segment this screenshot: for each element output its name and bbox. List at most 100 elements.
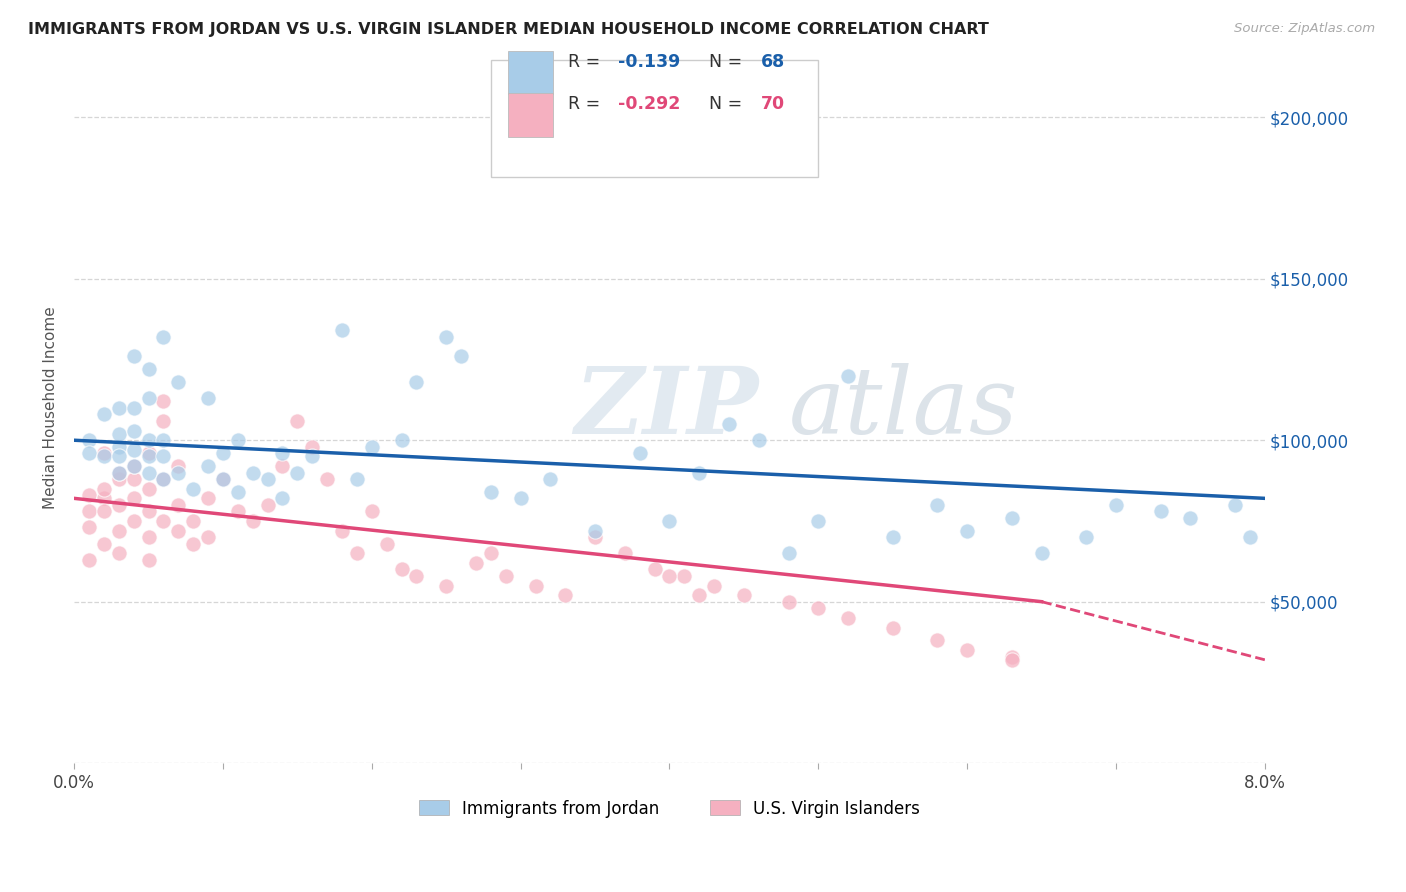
Point [226, 434, 249, 448]
Point [77, 520, 100, 534]
Point [181, 482, 204, 496]
Point [807, 601, 830, 615]
Point [77, 488, 100, 502]
Point [1239, 530, 1261, 544]
Point [197, 491, 219, 506]
Point [1001, 510, 1024, 524]
Point [434, 330, 457, 344]
Point [628, 446, 651, 460]
Text: IMMIGRANTS FROM JORDAN VS U.S. VIRGIN ISLANDER MEDIAN HOUSEHOLD INCOME CORRELATI: IMMIGRANTS FROM JORDAN VS U.S. VIRGIN IS… [28, 22, 988, 37]
Point [93, 482, 115, 496]
Point [271, 446, 294, 460]
Point [658, 514, 681, 528]
Point [778, 546, 800, 560]
Point [93, 446, 115, 460]
Point [93, 491, 115, 506]
Point [1001, 653, 1024, 667]
Point [152, 472, 174, 486]
Point [554, 588, 576, 602]
Point [927, 633, 949, 648]
Point [107, 450, 129, 464]
Point [360, 440, 382, 454]
Point [152, 472, 174, 486]
Point [77, 434, 100, 448]
Point [167, 524, 190, 538]
Y-axis label: Median Household Income: Median Household Income [44, 307, 58, 509]
Point [77, 504, 100, 518]
Point [138, 482, 160, 496]
Point [688, 466, 710, 480]
Text: 68: 68 [761, 53, 786, 70]
Point [688, 588, 710, 602]
Point [1105, 498, 1128, 512]
Point [107, 498, 129, 512]
Point [495, 569, 517, 583]
Point [152, 514, 174, 528]
Point [93, 450, 115, 464]
Point [956, 643, 979, 657]
Point [285, 414, 308, 428]
Point [391, 434, 413, 448]
Point [93, 408, 115, 422]
Legend: Immigrants from Jordan, U.S. Virgin Islanders: Immigrants from Jordan, U.S. Virgin Isla… [411, 791, 928, 826]
Text: N =: N = [709, 53, 748, 70]
Point [1223, 498, 1246, 512]
Point [107, 440, 129, 454]
Point [138, 434, 160, 448]
Point [748, 434, 770, 448]
FancyBboxPatch shape [491, 60, 818, 177]
Text: Source: ZipAtlas.com: Source: ZipAtlas.com [1234, 22, 1375, 36]
Point [152, 330, 174, 344]
Point [524, 578, 547, 592]
Point [212, 472, 235, 486]
Point [1001, 649, 1024, 664]
Point [285, 466, 308, 480]
Point [271, 491, 294, 506]
Point [181, 536, 204, 550]
Point [882, 620, 904, 634]
Point [212, 472, 235, 486]
Point [122, 472, 145, 486]
Point [167, 498, 190, 512]
FancyBboxPatch shape [508, 94, 553, 136]
Point [138, 446, 160, 460]
Text: 70: 70 [761, 95, 786, 113]
Point [405, 569, 427, 583]
Point [77, 446, 100, 460]
Point [138, 450, 160, 464]
Point [226, 484, 249, 499]
Point [956, 524, 979, 538]
Point [360, 504, 382, 518]
Point [122, 424, 145, 438]
Point [271, 458, 294, 473]
Point [122, 514, 145, 528]
Point [301, 440, 323, 454]
Text: R =: R = [568, 95, 606, 113]
Point [138, 391, 160, 405]
Point [703, 578, 725, 592]
Point [256, 472, 278, 486]
Point [316, 472, 339, 486]
Point [107, 546, 129, 560]
Text: R =: R = [568, 53, 606, 70]
Point [152, 450, 174, 464]
Point [405, 375, 427, 389]
Text: ZIP: ZIP [574, 363, 758, 453]
Point [658, 569, 681, 583]
Point [138, 552, 160, 566]
Point [107, 524, 129, 538]
Point [509, 491, 531, 506]
Point [673, 569, 696, 583]
Point [77, 552, 100, 566]
Point [391, 562, 413, 576]
Point [122, 442, 145, 457]
Point [1031, 546, 1053, 560]
Point [837, 368, 859, 383]
Point [122, 401, 145, 415]
Point [122, 458, 145, 473]
Text: -0.139: -0.139 [619, 53, 681, 70]
Point [583, 524, 606, 538]
Point [479, 546, 502, 560]
Point [583, 530, 606, 544]
Text: N =: N = [709, 95, 748, 113]
